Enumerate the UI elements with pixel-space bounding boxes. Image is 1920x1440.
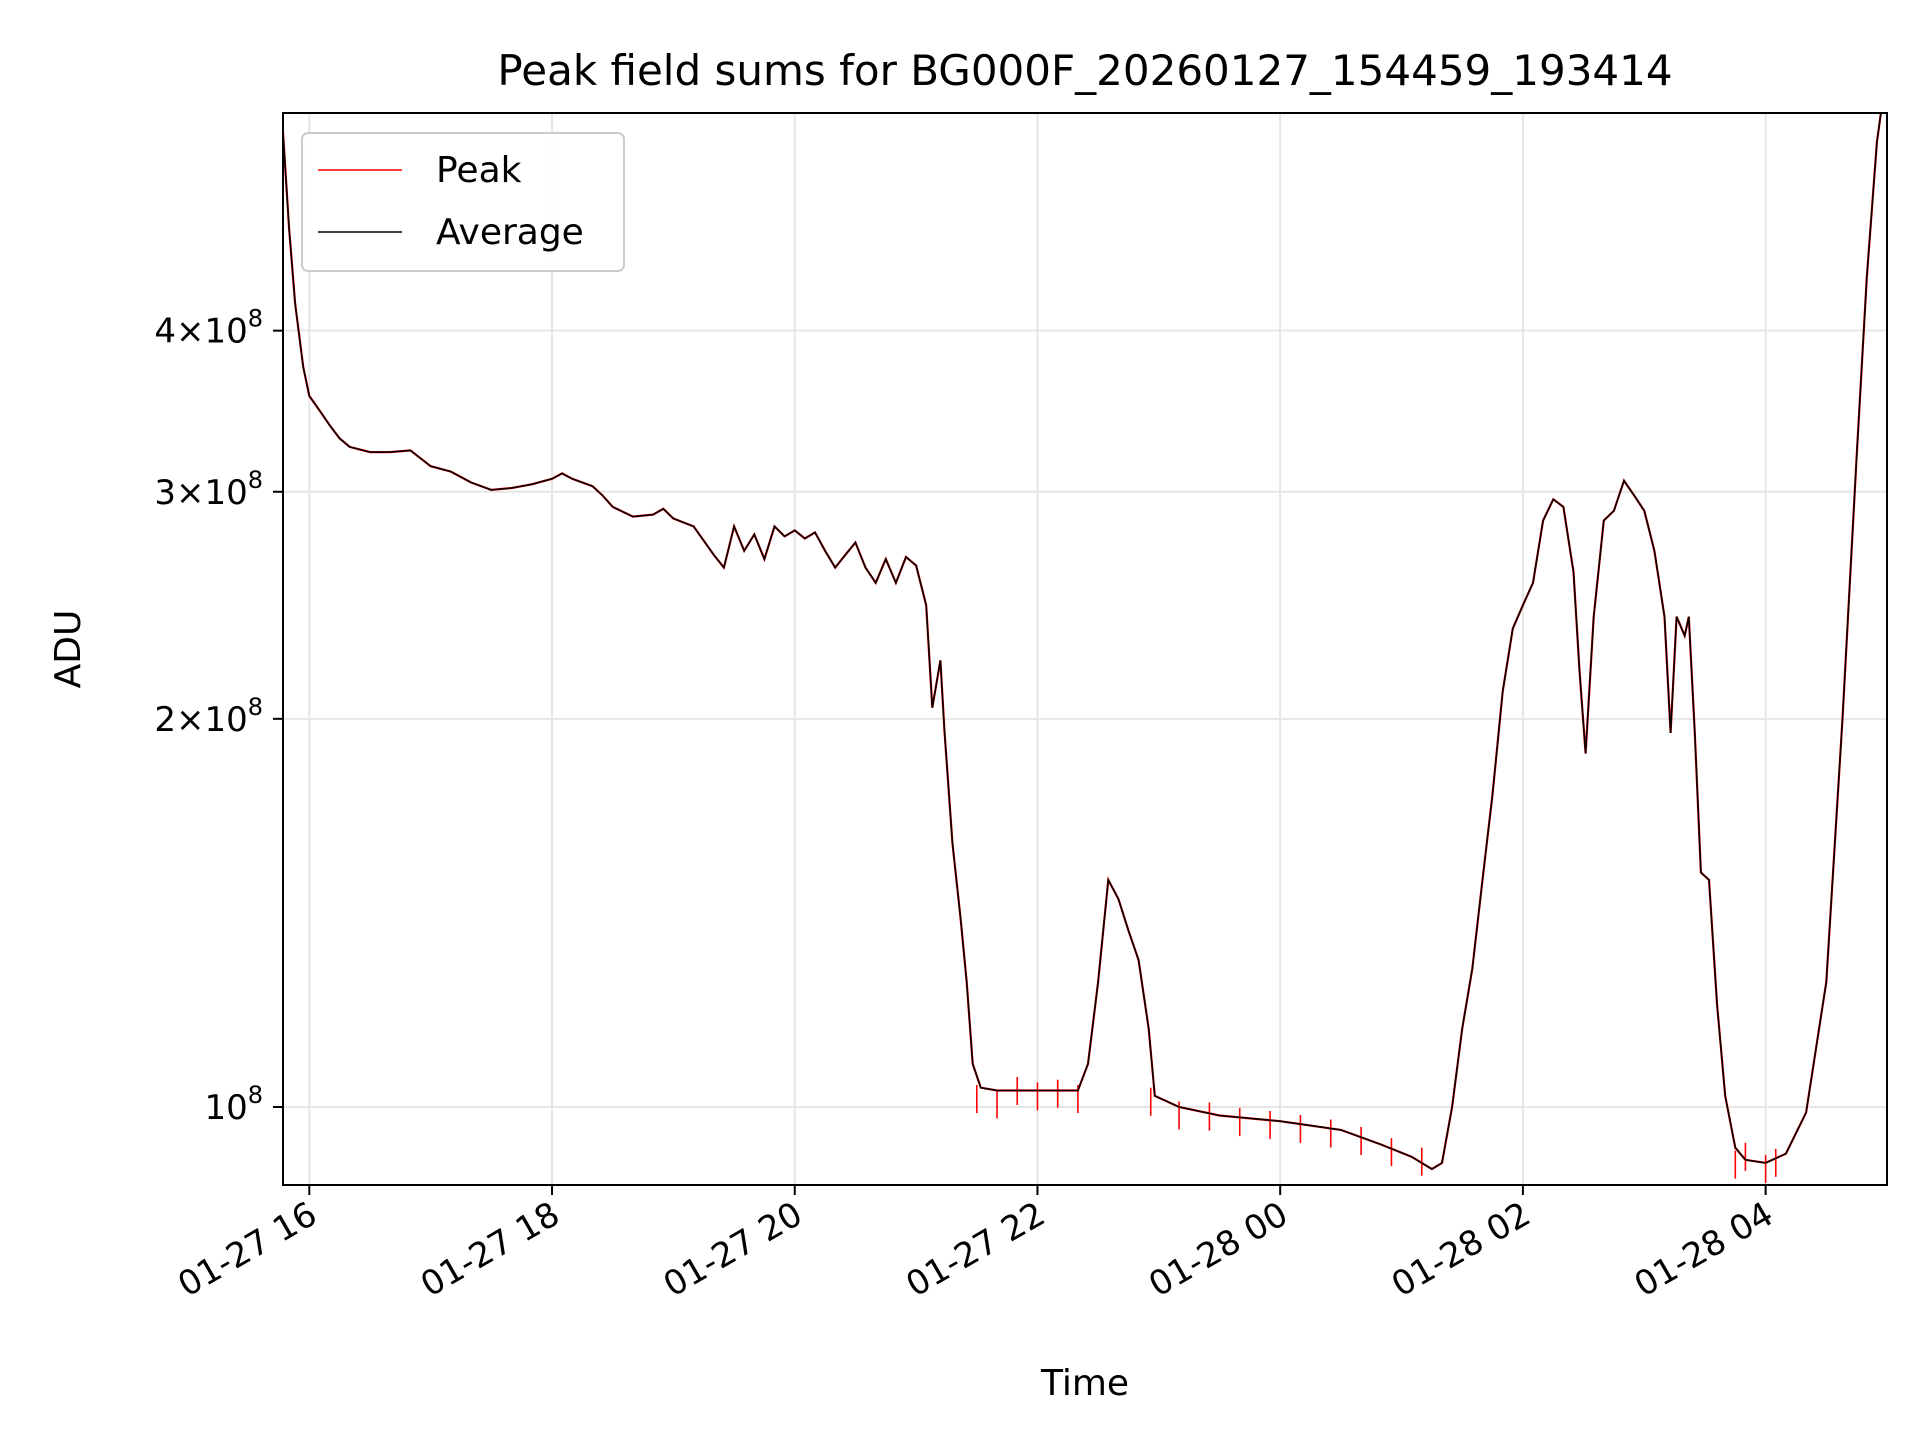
plot-lines <box>283 113 1882 1183</box>
y-tick-label: 2×108 <box>154 693 263 740</box>
y-axis-label: ADU <box>48 610 89 689</box>
average-line <box>283 113 1882 1171</box>
plot-frame <box>282 112 1888 1186</box>
chart-title: Peak field sums for BG000F_20260127_1544… <box>497 46 1672 95</box>
legend: Peak Average <box>301 132 625 272</box>
x-axis-label: Time <box>1040 1363 1129 1404</box>
average-series <box>283 113 1882 1171</box>
y-tick-label: 4×108 <box>154 305 263 352</box>
legend-label-peak: Peak <box>436 150 522 191</box>
legend-label-average: Average <box>436 212 584 253</box>
legend-box <box>301 132 625 272</box>
y-tick-label: 3×108 <box>154 466 263 513</box>
